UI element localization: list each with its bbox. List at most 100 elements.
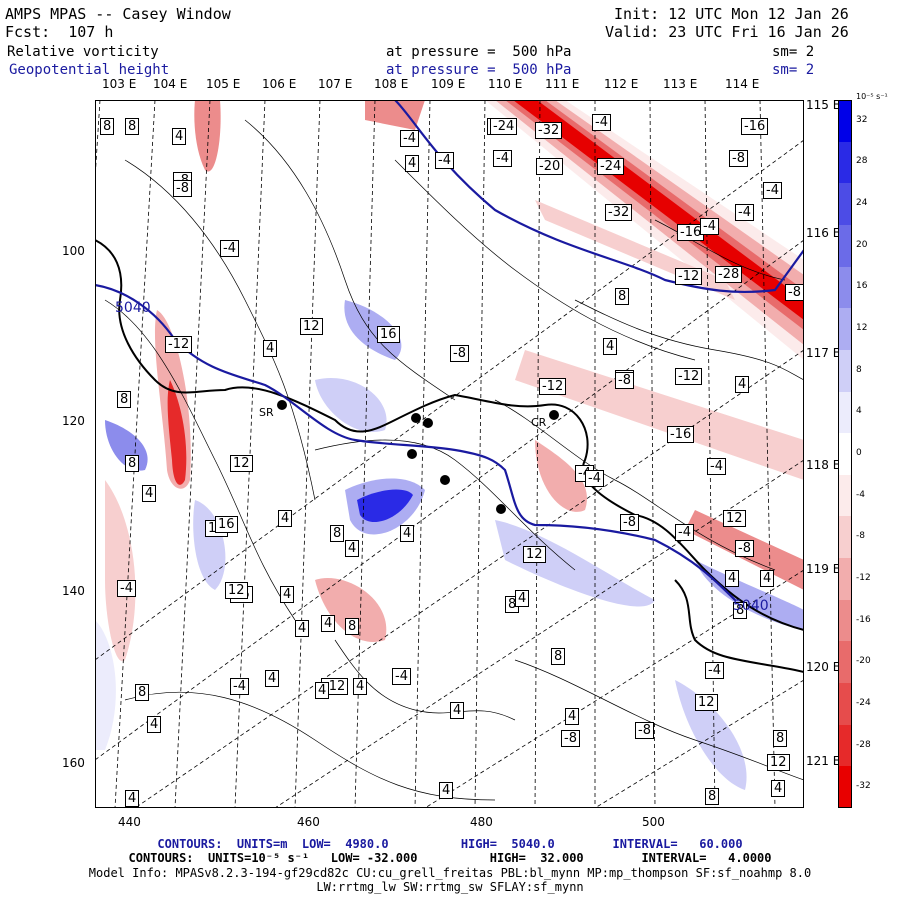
- colorbar-label: 4: [856, 406, 862, 417]
- contour-label: -8: [620, 514, 639, 531]
- contour-label: 8: [125, 118, 140, 135]
- contour-label: 4: [321, 615, 336, 632]
- colorbar-swatch: [838, 683, 852, 726]
- contour-label: -4: [707, 458, 726, 475]
- station-markers: [277, 400, 559, 514]
- colorbar-swatch: [838, 224, 852, 268]
- contour-label: -28: [715, 266, 743, 283]
- coastline: [95, 239, 804, 673]
- contour-label: -16: [667, 426, 695, 443]
- contour-label: 12: [230, 455, 253, 472]
- forecast-hour: Fcst: 107 h: [5, 23, 114, 41]
- contour-label: -12: [675, 268, 703, 285]
- colorbar-label: -16: [856, 614, 871, 625]
- contour-label: -8: [735, 540, 754, 557]
- contour-label: 8: [330, 525, 345, 542]
- contour-label: 4: [265, 670, 280, 687]
- contour-label: -4: [585, 470, 604, 487]
- contour-label: -32: [535, 122, 563, 139]
- contour-label: -8: [173, 180, 192, 197]
- right-lon-label: 115 E: [806, 98, 841, 112]
- contour-label: -12: [539, 378, 567, 395]
- contour-label: 4: [280, 586, 295, 603]
- colorbar-label: -24: [856, 697, 871, 708]
- top-lon-label: 103 E: [102, 77, 137, 91]
- contour-label: -8: [450, 345, 469, 362]
- contour-label: 4: [603, 338, 618, 355]
- contour-label: -24: [597, 158, 625, 175]
- top-lon-label: 110 E: [488, 77, 523, 91]
- contour-label: 12: [523, 546, 546, 563]
- right-lon-label: 121 E: [806, 754, 841, 768]
- contour-label: 4: [345, 540, 360, 557]
- contour-label: 12: [300, 318, 323, 335]
- field1-smoothing: sm= 2: [772, 44, 815, 60]
- contour-label: 12: [723, 510, 746, 527]
- field2-level: at pressure = 500 hPa: [386, 62, 572, 78]
- contour-label: -4: [493, 150, 512, 167]
- field2-smoothing: sm= 2: [772, 62, 815, 78]
- colorbar-unit: 10⁻⁵ s⁻¹: [856, 92, 888, 101]
- field1-level: at pressure = 500 hPa: [386, 44, 572, 60]
- contour-label: 4: [278, 510, 293, 527]
- contour-label: 8: [100, 118, 115, 135]
- footer-model-info: Model Info: MPASv8.2.3-194-gf29cd82c CU:…: [88, 866, 812, 880]
- colorbar-label: 12: [856, 323, 868, 334]
- contour-label: 4: [405, 155, 420, 172]
- colorbar-label: 24: [856, 198, 868, 209]
- contour-label: 8: [773, 730, 788, 747]
- colorbar-label: -20: [856, 656, 871, 667]
- init-time: Init: 12 UTC Mon 12 Jan 26: [614, 5, 849, 23]
- contour-label: -8: [785, 284, 804, 301]
- top-lon-label: 109 E: [431, 77, 466, 91]
- colorbar-swatch: [838, 100, 852, 143]
- contour-label: -4: [230, 678, 249, 695]
- contour-label: 8: [125, 455, 140, 472]
- footer-height-contours: CONTOURS: UNITS=m LOW= 4980.0 HIGH= 5040…: [157, 837, 743, 851]
- y-tick-label: 140: [62, 584, 85, 598]
- contour-label: -4: [705, 662, 724, 679]
- top-lon-label: 106 E: [262, 77, 297, 91]
- contour-label: -8: [729, 150, 748, 167]
- contour-label: 4: [735, 376, 750, 393]
- contour-label: -4: [763, 182, 782, 199]
- top-lon-label: 111 E: [545, 77, 580, 91]
- colorbar-swatch: [838, 308, 852, 351]
- x-tick-label: 440: [118, 815, 141, 829]
- footer-physics-info: LW:rrtmg_lw SW:rrtmg_sw SFLAY:sf_mynn: [316, 880, 584, 894]
- colorbar-swatch: [838, 516, 852, 559]
- contour-label: -24: [490, 118, 518, 135]
- field1-name: Relative vorticity: [7, 44, 159, 60]
- contour-label: 16: [215, 516, 238, 533]
- x-tick-label: 460: [297, 815, 320, 829]
- top-lon-label: 112 E: [604, 77, 639, 91]
- contour-label: 4: [450, 702, 465, 719]
- colorbar-label: 20: [856, 239, 868, 250]
- contour-label: -12: [675, 368, 703, 385]
- y-tick-label: 160: [62, 756, 85, 770]
- top-lon-label: 108 E: [374, 77, 409, 91]
- valid-time: Valid: 23 UTC Fri 16 Jan 26: [605, 23, 849, 41]
- right-lon-label: 119 E: [806, 562, 841, 576]
- station-label-cr: CR: [531, 416, 547, 429]
- contour-label: -8: [635, 722, 654, 739]
- colorbar-label: -12: [856, 572, 871, 583]
- colorbar-swatch: [838, 474, 852, 517]
- colorbar-label: -8: [856, 531, 865, 542]
- top-lon-label: 113 E: [663, 77, 698, 91]
- vorticity-map: [95, 100, 804, 808]
- contour-label: 4: [147, 716, 162, 733]
- contour-label: 4: [760, 570, 775, 587]
- x-tick-label: 480: [470, 815, 493, 829]
- contour-label: 4: [142, 485, 157, 502]
- contour-label: 8: [345, 618, 360, 635]
- colorbar-swatch: [838, 641, 852, 684]
- right-lon-label: 117 E: [806, 346, 841, 360]
- footer-vorticity-contours: CONTOURS: UNITS=10⁻⁵ s⁻¹ LOW= -32.000 HI…: [128, 851, 772, 865]
- colorbar-swatch: [838, 349, 852, 393]
- contour-label: -12: [165, 336, 193, 353]
- contour-label: 4: [263, 340, 278, 357]
- contour-label: -4: [392, 668, 411, 685]
- colorbar-label: 16: [856, 281, 868, 292]
- right-lon-label: 120 E: [806, 660, 841, 674]
